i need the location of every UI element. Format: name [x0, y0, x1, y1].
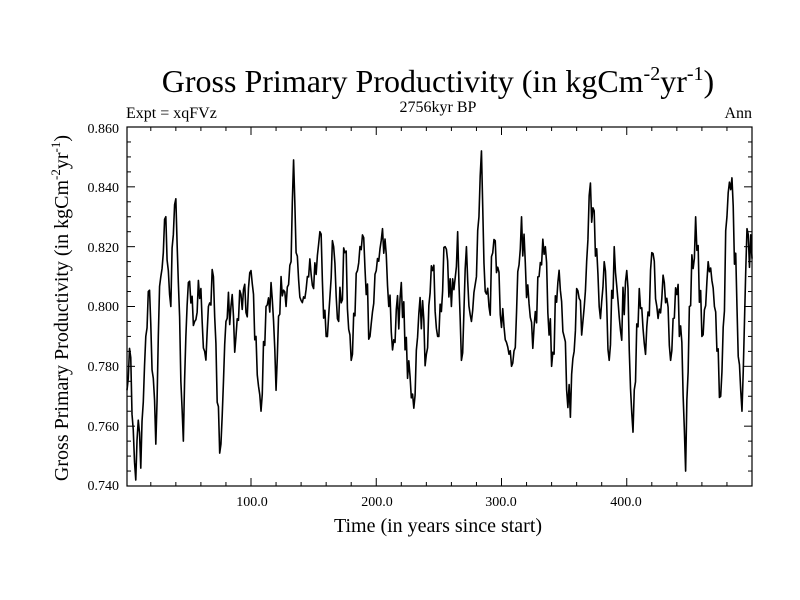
x-axis-title: Time (in years since start) — [334, 515, 542, 537]
chart-title: Gross Primary Productivity (in kgCm-2yr-… — [162, 63, 714, 99]
x-tick-labels: 100.0 200.0 300.0 400.0 — [236, 495, 642, 510]
y-tick-label: 0.800 — [88, 300, 120, 315]
experiment-label: Expt = xqFVz — [126, 105, 217, 122]
x-tick-label: 200.0 — [361, 495, 393, 510]
period-label: 2756kyr BP — [400, 99, 477, 116]
y-tick-label: 0.740 — [88, 479, 120, 494]
y-tick-labels: 0.740 0.760 0.780 0.800 0.820 0.840 0.86… — [88, 122, 120, 494]
y-tick-label: 0.780 — [88, 360, 120, 375]
y-tick-label: 0.820 — [88, 241, 120, 256]
x-tick-label: 100.0 — [236, 495, 268, 510]
gpp-series-line — [126, 150, 753, 481]
y-tick-label: 0.860 — [88, 122, 120, 137]
plot-frame — [126, 126, 753, 487]
y-tick-label: 0.760 — [88, 420, 120, 435]
y-tick-label: 0.840 — [88, 181, 120, 196]
season-label: Ann — [724, 105, 752, 122]
x-tick-label: 400.0 — [610, 495, 642, 510]
y-axis-title: Gross Primary Productivity (in kgCm-2yr-… — [48, 135, 73, 481]
x-tick-label: 300.0 — [485, 495, 517, 510]
